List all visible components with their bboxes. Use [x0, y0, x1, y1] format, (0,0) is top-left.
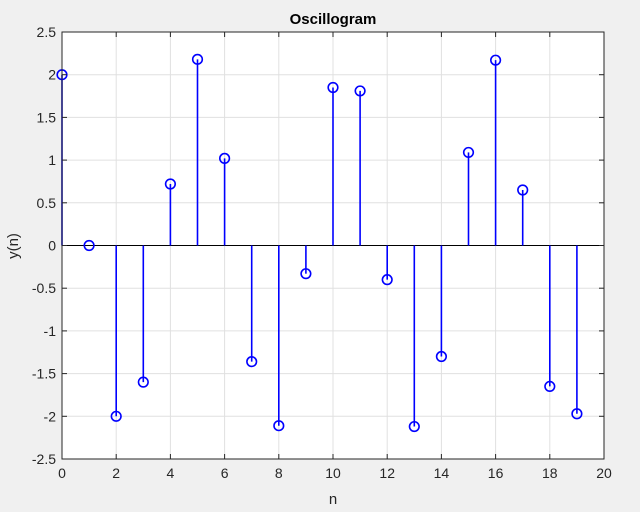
stem-marker: [435, 350, 448, 363]
stem-marker: [137, 376, 149, 388]
x-tick-label: 10: [325, 465, 341, 481]
stem-marker: [354, 85, 366, 97]
x-tick-label: 8: [275, 465, 283, 481]
stem-marker: [517, 184, 529, 196]
x-tick-label: 0: [58, 465, 66, 481]
stem-marker: [571, 408, 583, 420]
x-tick-label: 2: [112, 465, 120, 481]
stem-marker: [219, 152, 231, 164]
stem-marker: [490, 54, 502, 66]
chart-title: Oscillogram: [290, 11, 377, 28]
x-axis-label: n: [329, 491, 337, 508]
y-tick-label: -2: [44, 408, 57, 424]
stem-marker: [327, 81, 339, 94]
y-tick-label: 1.5: [37, 109, 57, 125]
stem-marker: [83, 239, 95, 252]
x-tick-label: 6: [221, 465, 229, 481]
x-tick-label: 14: [434, 465, 450, 481]
ticks: [61, 31, 605, 460]
stem-marker: [381, 274, 393, 286]
x-tick-labels: 0 2 4 6 8 10 12 14 16 18 20: [58, 465, 612, 481]
x-tick-label: 16: [488, 465, 504, 481]
stem-marker: [246, 356, 258, 368]
y-tick-label: 0: [48, 238, 56, 254]
y-tick-label: 2: [48, 67, 56, 83]
y-tick-label: -2.5: [32, 451, 56, 467]
stem-marker: [164, 178, 176, 190]
y-tick-label: -1.5: [32, 366, 56, 382]
y-tick-label: 2.5: [37, 24, 57, 40]
stem-marker: [300, 268, 312, 280]
y-tick-label: 1: [48, 152, 56, 168]
x-tick-label: 12: [379, 465, 395, 481]
x-tick-label: 4: [167, 465, 175, 481]
stem-marker: [544, 380, 556, 393]
x-tick-label: 20: [596, 465, 612, 481]
stem-marker: [408, 420, 420, 433]
y-tick-label: -1: [44, 323, 57, 339]
y-tick-labels: 2.5 2 1.5 1 0.5 0 -0.5 -1 -1.5 -2 -2.5: [32, 24, 56, 467]
x-tick-label: 18: [542, 465, 558, 481]
stem-marker: [110, 410, 122, 422]
y-axis-label: y(n): [5, 233, 22, 259]
stem-marker: [273, 420, 285, 432]
stem-marker: [462, 146, 475, 159]
y-tick-label: 0.5: [37, 195, 57, 211]
stem-marker: [191, 53, 204, 65]
y-tick-label: -0.5: [32, 280, 56, 296]
